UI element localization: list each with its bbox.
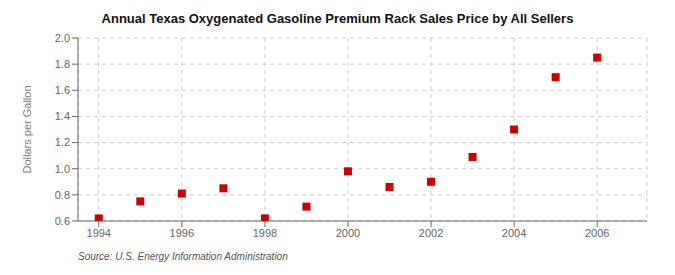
svg-text:0.6: 0.6 bbox=[55, 215, 70, 227]
svg-text:Dollars per Gallon: Dollars per Gallon bbox=[21, 85, 33, 173]
svg-text:2.0: 2.0 bbox=[55, 32, 70, 44]
svg-text:1994: 1994 bbox=[87, 227, 111, 239]
svg-text:2002: 2002 bbox=[419, 227, 443, 239]
svg-text:1.2: 1.2 bbox=[55, 136, 70, 148]
svg-text:2006: 2006 bbox=[585, 227, 609, 239]
html-text:Source: U.S. Energy Informatio: Source: U.S. Energy Information Administ… bbox=[78, 251, 288, 262]
svg-text:1.8: 1.8 bbox=[55, 58, 70, 70]
svg-text:1996: 1996 bbox=[170, 227, 194, 239]
svg-text:1.0: 1.0 bbox=[55, 163, 70, 175]
html-text:Annual Texas Oxygenated Gasoli: Annual Texas Oxygenated Gasoline Premium… bbox=[101, 11, 574, 26]
svg-text:1998: 1998 bbox=[253, 227, 277, 239]
svg-text:0.8: 0.8 bbox=[55, 189, 70, 201]
svg-text:1.4: 1.4 bbox=[55, 110, 70, 122]
svg-text:1.6: 1.6 bbox=[55, 84, 70, 96]
svg-text:2000: 2000 bbox=[336, 227, 360, 239]
svg-text:2004: 2004 bbox=[502, 227, 526, 239]
